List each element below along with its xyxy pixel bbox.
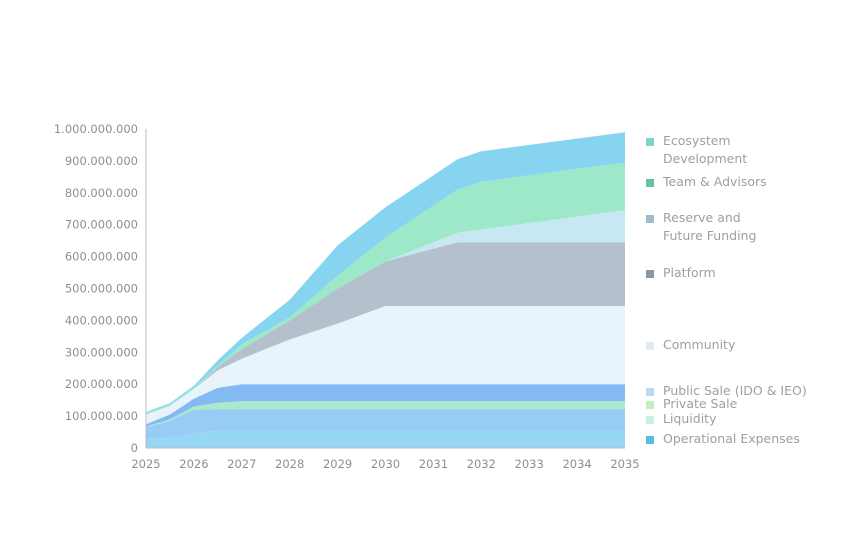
x-tick-label: 2026 bbox=[179, 457, 208, 471]
legend-label: Public Sale (IDO & IEO) bbox=[663, 383, 807, 398]
legend-label: Ecosystem Development bbox=[663, 133, 748, 166]
x-tick-label: 2032 bbox=[467, 457, 496, 471]
area-team-advisors[interactable] bbox=[146, 162, 625, 415]
x-tick-label: 2025 bbox=[131, 457, 160, 471]
legend-item-reserve-future-funding[interactable]: Reserve and Future Funding bbox=[646, 209, 775, 245]
legend-label: Operational Expenses bbox=[663, 431, 800, 446]
y-tick-label: 0 bbox=[131, 441, 138, 455]
x-tick-label: 2027 bbox=[227, 457, 256, 471]
area-operational-expenses[interactable] bbox=[146, 430, 625, 449]
legend-swatch bbox=[646, 138, 654, 146]
area-public-sale-ido-ieo[interactable] bbox=[146, 384, 625, 427]
legend-swatch bbox=[646, 179, 654, 187]
legend-item-ecosystem-development[interactable]: Ecosystem Development bbox=[646, 132, 813, 168]
chart-legend: Ecosystem Development Team & Advisors Re… bbox=[646, 0, 856, 554]
chart-areas bbox=[146, 132, 625, 448]
y-tick-label: 100.000.000 bbox=[65, 409, 138, 423]
x-tick-label: 2030 bbox=[371, 457, 400, 471]
y-tick-label: 500.000.000 bbox=[65, 282, 138, 296]
legend-item-team-advisors[interactable]: Team & Advisors bbox=[646, 173, 813, 191]
area-platform[interactable] bbox=[146, 242, 625, 415]
legend-swatch bbox=[646, 215, 654, 223]
y-tick-label: 300.000.000 bbox=[65, 345, 138, 359]
y-tick-label: 800.000.000 bbox=[65, 186, 138, 200]
y-tick-label: 400.000.000 bbox=[65, 313, 138, 327]
y-axis-ticks: 0 100.000.000 200.000.000 300.000.000 400.00… bbox=[54, 122, 138, 455]
legend-label: Team & Advisors bbox=[663, 174, 767, 189]
area-reserve-and-future-funding[interactable] bbox=[146, 210, 625, 415]
legend-item-liquidity[interactable]: Liquidity bbox=[646, 410, 813, 428]
legend-swatch bbox=[646, 401, 654, 409]
legend-label: Private Sale bbox=[663, 396, 738, 411]
y-tick-label: 1.000.000.000 bbox=[54, 122, 138, 136]
y-tick-label: 200.000.000 bbox=[65, 377, 138, 391]
y-tick-label: 900.000.000 bbox=[65, 154, 138, 168]
legend-swatch bbox=[646, 436, 654, 444]
legend-label: Community bbox=[663, 337, 736, 352]
x-axis-ticks: 2025 2026 2027 2028 2029 2030 2031 2032 2033 2034… bbox=[131, 457, 639, 471]
legend-label: Reserve and Future Funding bbox=[663, 210, 757, 243]
legend-item-private-sale[interactable]: Private Sale bbox=[646, 395, 813, 413]
area-liquidity[interactable] bbox=[146, 409, 625, 439]
area-private-sale[interactable] bbox=[146, 401, 625, 428]
legend-label: Liquidity bbox=[663, 411, 717, 426]
legend-item-platform[interactable]: Platform bbox=[646, 264, 813, 282]
legend-swatch bbox=[646, 342, 654, 350]
x-tick-label: 2035 bbox=[610, 457, 639, 471]
x-tick-label: 2028 bbox=[275, 457, 304, 471]
x-tick-label: 2033 bbox=[515, 457, 544, 471]
legend-item-operational-expenses[interactable]: Operational Expenses bbox=[646, 430, 813, 448]
y-tick-label: 700.000.000 bbox=[65, 218, 138, 232]
legend-swatch bbox=[646, 270, 654, 278]
legend-item-public-sale[interactable]: Public Sale (IDO & IEO) bbox=[646, 382, 843, 400]
y-tick-label: 600.000.000 bbox=[65, 250, 138, 264]
area-community[interactable] bbox=[146, 306, 625, 425]
x-tick-label: 2034 bbox=[562, 457, 591, 471]
x-tick-label: 2029 bbox=[323, 457, 352, 471]
legend-item-community[interactable]: Community bbox=[646, 336, 813, 354]
legend-label: Platform bbox=[663, 265, 716, 280]
legend-swatch bbox=[646, 416, 654, 424]
area-ecosystem-development[interactable] bbox=[146, 132, 625, 413]
legend-swatch bbox=[646, 388, 654, 396]
x-tick-label: 2031 bbox=[419, 457, 448, 471]
